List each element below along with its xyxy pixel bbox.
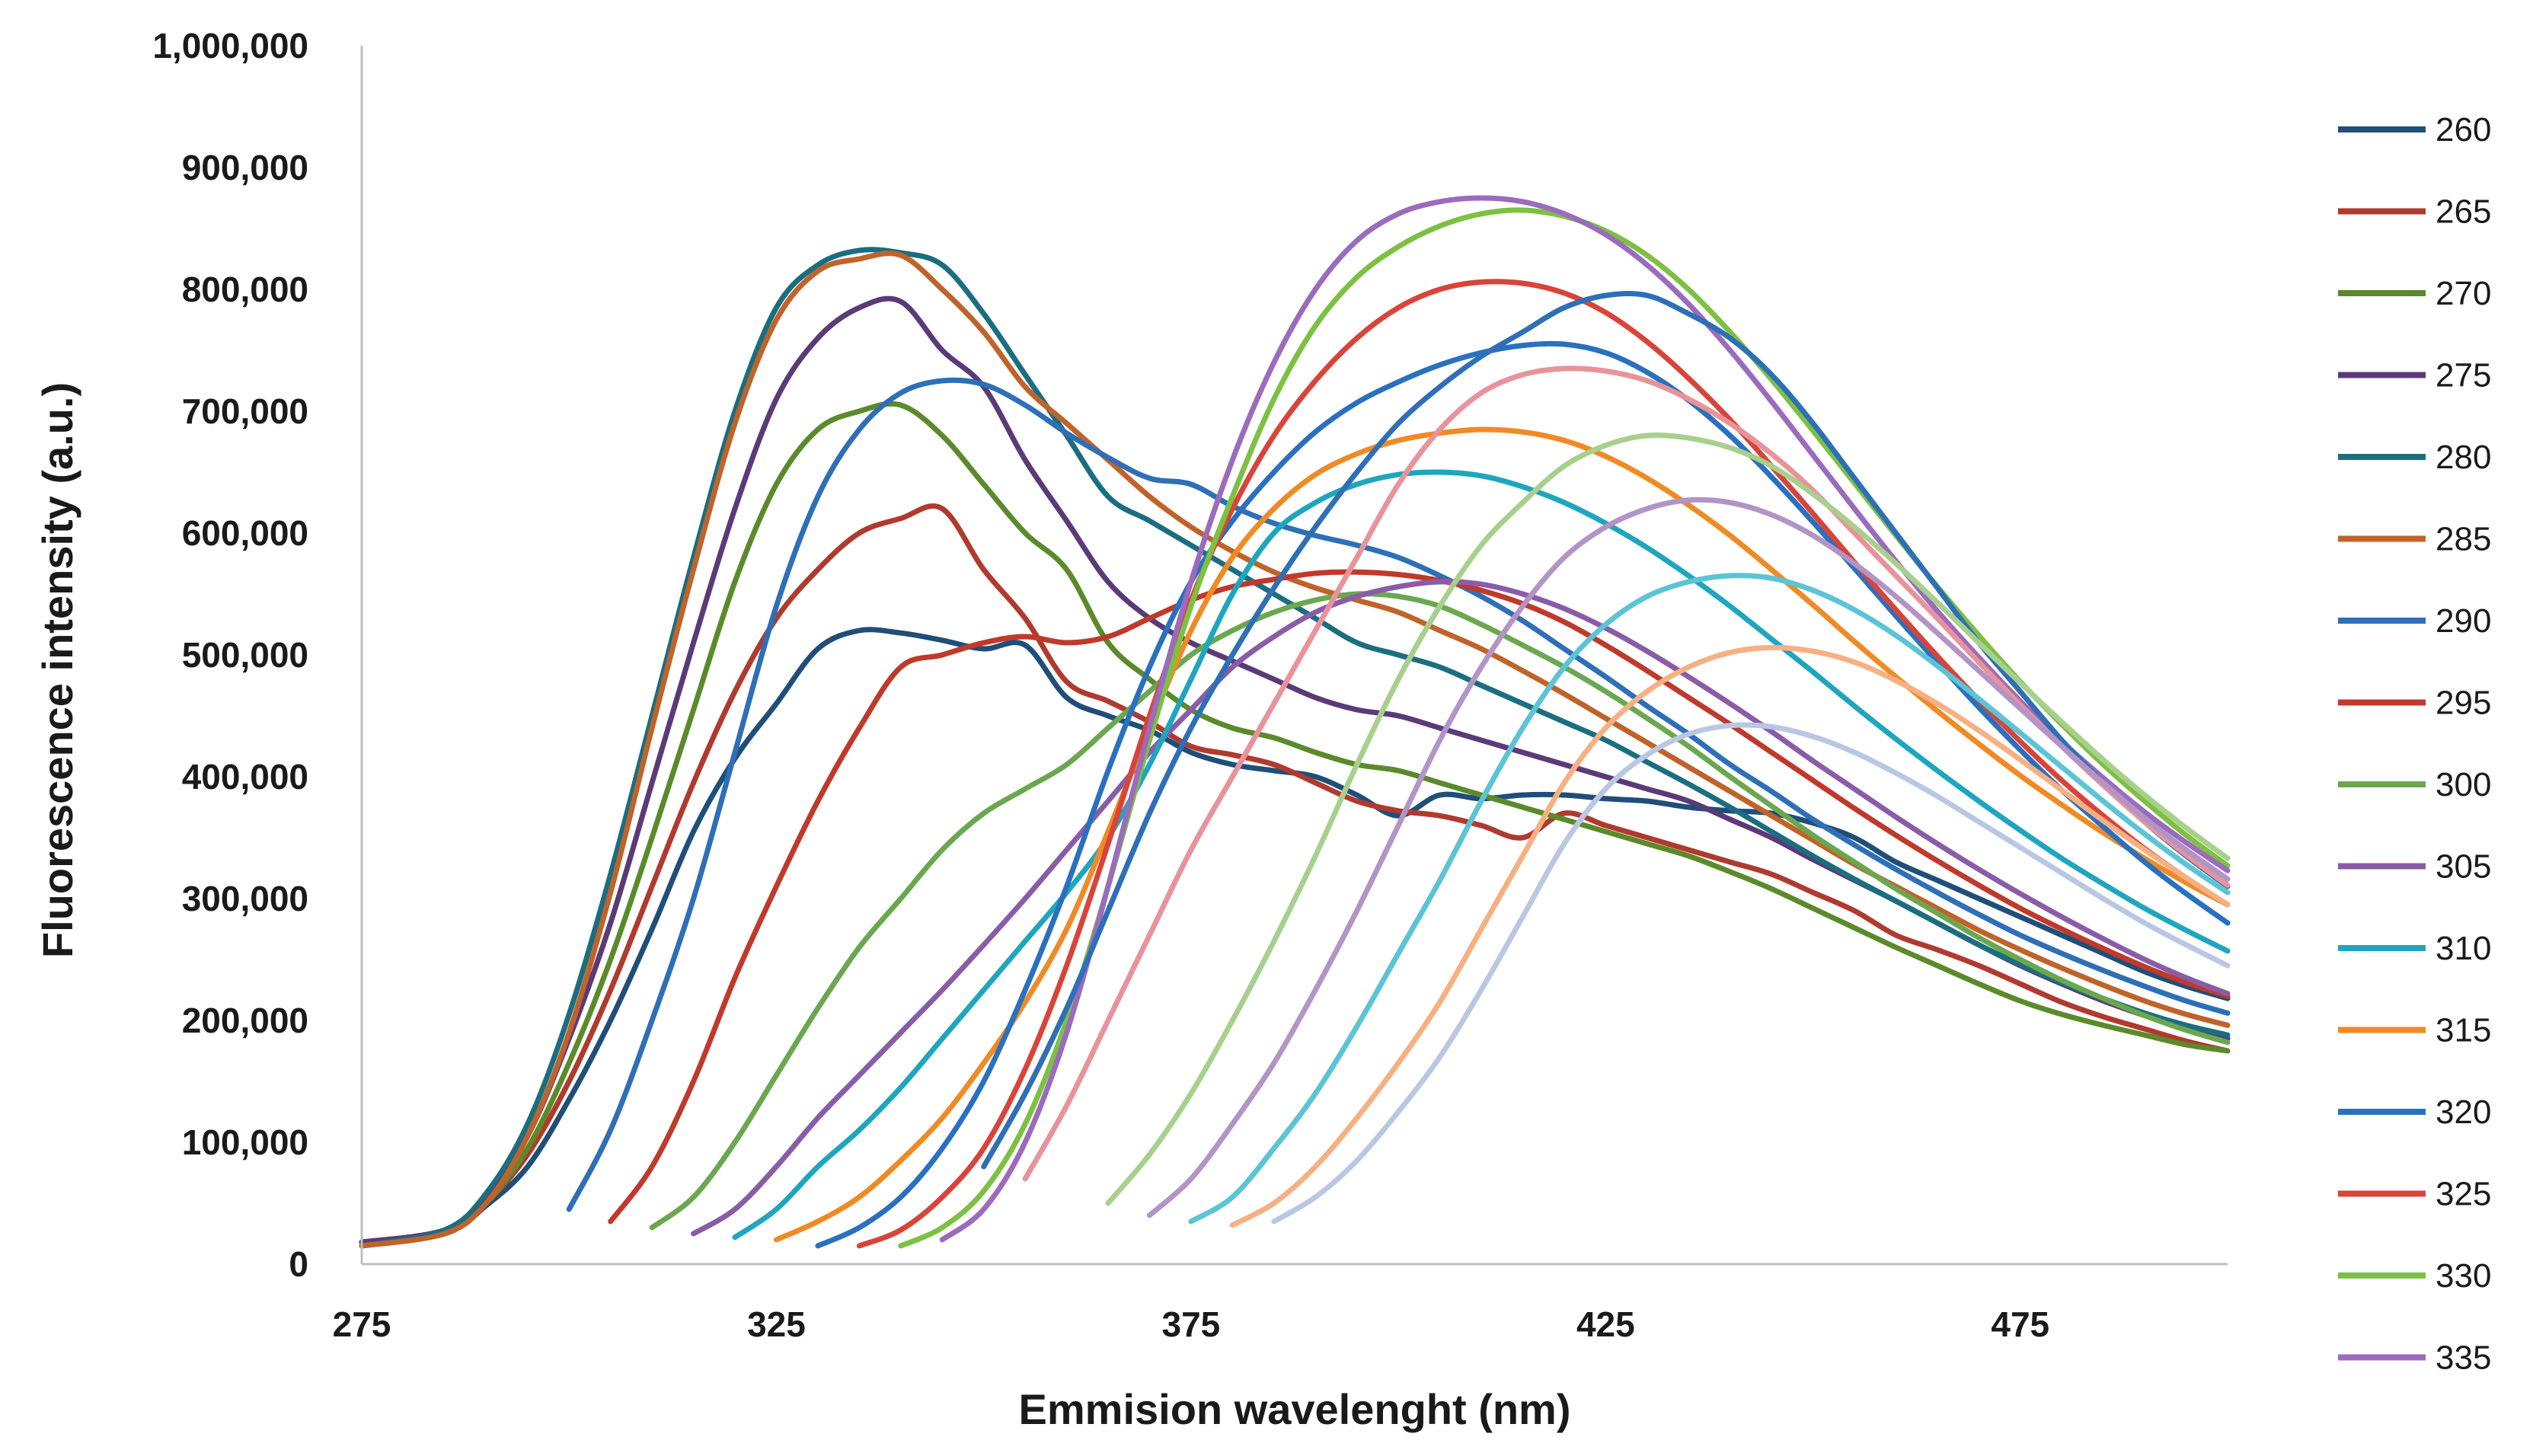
series-line-extra-17 — [1022, 366, 2231, 1182]
legend-label: 315 — [2436, 1012, 2491, 1049]
series-line-330 — [898, 207, 2231, 1249]
legend-label: 290 — [2436, 602, 2491, 640]
series-line-extra-16 — [981, 290, 2231, 1170]
x-tick-labels: 275 325 375 425 475 — [333, 1304, 2050, 1344]
y-tick-label: 100,000 — [182, 1122, 308, 1162]
series-line-265 — [359, 503, 2231, 1245]
legend-label: 295 — [2436, 685, 2491, 722]
legend-label: 330 — [2436, 1257, 2491, 1295]
y-tick-label: 300,000 — [182, 879, 308, 918]
legend-label: 280 — [2436, 439, 2491, 476]
x-tick-label: 275 — [333, 1304, 391, 1344]
legend-label: 310 — [2436, 930, 2491, 967]
legend-label: 335 — [2436, 1339, 2491, 1377]
series-line-290 — [566, 377, 2231, 1212]
plot-lines — [359, 195, 2231, 1249]
series-line-270 — [359, 401, 2231, 1249]
legend-label: 265 — [2436, 193, 2491, 231]
y-tick-label: 600,000 — [182, 513, 308, 553]
axes — [360, 46, 2228, 1266]
y-tick-label: 900,000 — [182, 148, 308, 187]
y-tick-label: 0 — [289, 1244, 308, 1284]
series-line-320 — [815, 340, 2231, 1249]
legend-label: 305 — [2436, 848, 2491, 886]
y-tick-label: 800,000 — [182, 270, 308, 309]
x-axis-title: Emmision wavelenght (nm) — [1019, 1385, 1571, 1433]
series-line-315 — [773, 426, 2231, 1243]
series-line-300 — [649, 591, 2231, 1231]
legend-label: 270 — [2436, 275, 2491, 312]
x-tick-label: 325 — [747, 1304, 806, 1344]
y-tick-label: 1,000,000 — [152, 26, 308, 65]
series-line-extra-21 — [1229, 644, 2231, 1228]
series-line-extra-22 — [1271, 722, 2231, 1225]
x-tick-label: 475 — [1991, 1304, 2049, 1344]
legend-label: 300 — [2436, 766, 2491, 803]
y-tick-label: 200,000 — [182, 1001, 308, 1040]
series-line-260 — [359, 627, 2231, 1245]
y-axis-title: Fluorescence intensity (a.u.) — [34, 382, 81, 958]
x-tick-label: 375 — [1162, 1304, 1221, 1344]
y-tick-label: 400,000 — [182, 757, 308, 797]
legend-label: 320 — [2436, 1094, 2491, 1131]
x-tick-label: 425 — [1576, 1304, 1635, 1344]
series-line-extra-20 — [1188, 573, 2231, 1225]
legend: 260 265 270 275 280 285 290 295 300 305 310 315 320 3… — [2338, 111, 2491, 1377]
series-line-305 — [691, 579, 2231, 1237]
y-tick-label: 500,000 — [182, 635, 308, 675]
legend-label: 260 — [2436, 111, 2491, 148]
y-tick-label: 700,000 — [182, 391, 308, 431]
series-line-extra-18 — [1105, 432, 2231, 1206]
legend-label: 285 — [2436, 521, 2491, 558]
series-line-295 — [608, 569, 2231, 1225]
series-line-310 — [732, 469, 2231, 1240]
legend-label: 325 — [2436, 1176, 2491, 1213]
series-line-extra-19 — [1146, 497, 2231, 1218]
legend-label: 275 — [2436, 357, 2491, 394]
y-tick-labels: 0 100,000 200,000 300,000 400,000 500,000 600,… — [152, 26, 308, 1284]
series-line-335 — [939, 195, 2231, 1243]
